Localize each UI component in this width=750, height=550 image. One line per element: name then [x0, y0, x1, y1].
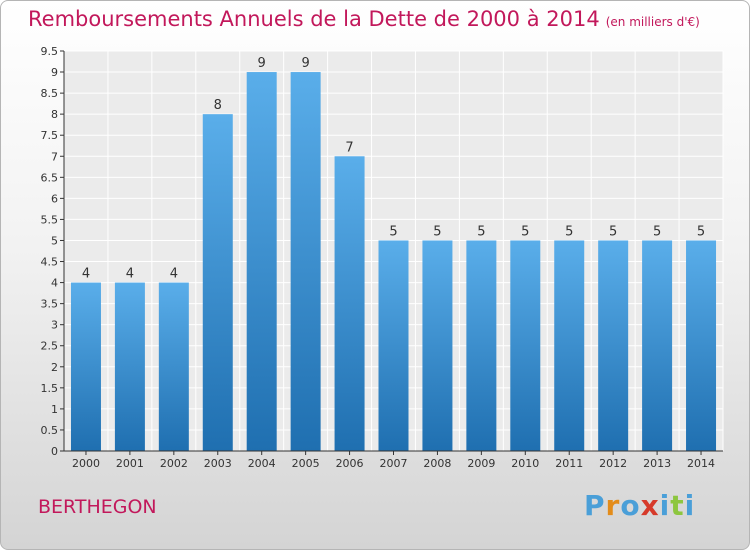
y-tick-label: 0	[51, 445, 58, 458]
x-axis: 2000 2001 2002 2003 2004 2005 2006 2007 2008 2009…	[64, 450, 723, 470]
bar	[554, 240, 585, 451]
bar	[202, 114, 233, 451]
title-text: Remboursements Annuels de la Dette de 20…	[28, 7, 600, 31]
y-tick-label: 3	[51, 319, 58, 332]
y-tick-label: 0.5	[41, 424, 59, 437]
bar	[290, 72, 321, 451]
bar-value-label: 7	[345, 140, 353, 155]
bar-value-label: 8	[214, 98, 222, 113]
x-tick-label: 2012	[599, 457, 627, 470]
y-tick-label: 6	[51, 192, 58, 205]
bars: 4 4 4 8 9 9 7 5 5 5 5 5 5 5 5	[70, 56, 717, 451]
bar-value-label: 9	[258, 56, 266, 71]
bar	[246, 72, 277, 451]
y-tick-label: 3.5	[41, 298, 59, 311]
y-tick-label: 5	[51, 234, 58, 247]
bar-value-label: 5	[653, 224, 661, 239]
bar-value-label: 4	[170, 267, 178, 282]
x-tick-label: 2000	[72, 457, 100, 470]
y-tick-label: 7.5	[41, 129, 59, 142]
x-tick-label: 2003	[204, 457, 232, 470]
commune-name: BERTHEGON	[38, 496, 157, 518]
x-tick-label: 2006	[336, 457, 364, 470]
logo-letter: t	[670, 489, 685, 522]
bar	[422, 240, 453, 451]
bar-value-label: 9	[301, 56, 309, 71]
x-tick-label: 2009	[467, 457, 495, 470]
bar	[466, 240, 497, 451]
bar-value-label: 5	[565, 224, 573, 239]
y-tick-label: 1.5	[41, 382, 59, 395]
bar-value-label: 5	[477, 224, 485, 239]
bar-value-label: 5	[389, 224, 397, 239]
logo-letter: i	[684, 489, 696, 522]
x-tick-label: 2004	[248, 457, 276, 470]
logo-letter: o	[620, 489, 641, 522]
bar-value-label: 5	[697, 224, 705, 239]
x-tick-label: 2013	[643, 457, 671, 470]
y-axis: 0 0.5 1 1.5 2 2.5 3 3.5 4 4.5 5 5.5 6 6.5 7 7.5 8 8.5 9 9.5	[41, 45, 65, 458]
bar	[510, 240, 541, 451]
bar	[334, 156, 365, 451]
logo-letter: x	[640, 489, 660, 522]
bar	[114, 282, 145, 451]
unit-label: (en milliers d'€)	[605, 15, 700, 29]
y-tick-label: 4.5	[41, 256, 59, 269]
bar-value-label: 5	[609, 224, 617, 239]
x-tick-label: 2007	[380, 457, 408, 470]
proxiti-logo[interactable]: Proxiti	[584, 489, 695, 522]
bar	[378, 240, 409, 451]
logo-letter: i	[659, 489, 671, 522]
y-tick-label: 6.5	[41, 171, 59, 184]
logo-letter: P	[584, 489, 606, 522]
bar-value-label: 4	[82, 267, 90, 282]
y-tick-label: 2.5	[41, 340, 59, 353]
bar	[598, 240, 629, 451]
y-tick-label: 7	[51, 150, 58, 163]
y-tick-label: 5.5	[41, 213, 59, 226]
y-tick-label: 1	[51, 403, 58, 416]
x-tick-label: 2010	[511, 457, 539, 470]
x-tick-label: 2008	[423, 457, 451, 470]
chart-title: Remboursements Annuels de la Dette de 20…	[28, 7, 700, 31]
y-tick-label: 8.5	[41, 87, 59, 100]
bar-value-label: 5	[433, 224, 441, 239]
bar	[70, 282, 101, 451]
bar-value-label: 5	[521, 224, 529, 239]
x-tick-label: 2005	[292, 457, 320, 470]
bar-value-label: 4	[126, 267, 134, 282]
x-tick-label: 2002	[160, 457, 188, 470]
x-tick-label: 2011	[555, 457, 583, 470]
x-tick-label: 2001	[116, 457, 144, 470]
bar	[686, 240, 717, 451]
y-tick-label: 9.5	[41, 45, 59, 58]
bar	[158, 282, 189, 451]
x-tick-label: 2014	[687, 457, 715, 470]
logo-letter: r	[605, 489, 621, 522]
y-tick-label: 8	[51, 108, 58, 121]
y-tick-label: 9	[51, 66, 58, 79]
y-tick-label: 4	[51, 277, 58, 290]
bar	[642, 240, 673, 451]
y-tick-label: 2	[51, 361, 58, 374]
